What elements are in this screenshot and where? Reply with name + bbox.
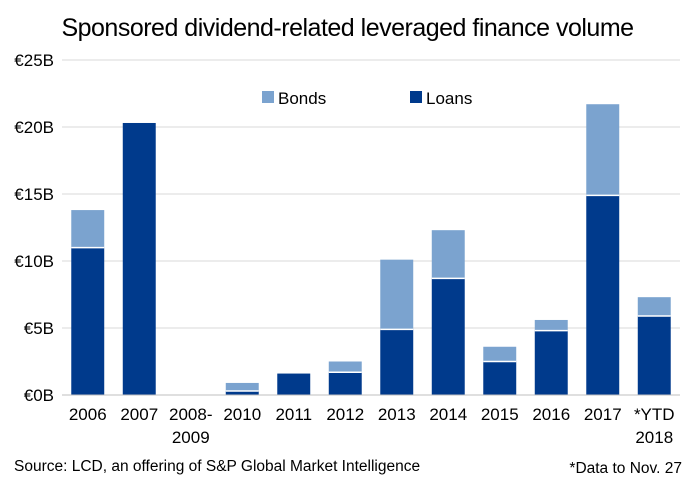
bar-loans <box>637 315 671 395</box>
x-tick-label: 2010 <box>223 405 261 424</box>
x-tick-label: 2007 <box>120 405 158 424</box>
x-tick-label: 2011 <box>275 405 312 424</box>
stacked-bar-chart: €0B €5B €10B €15B €20B €25B 2006 2007 2008- 2009 2… <box>14 51 680 447</box>
bar-bonds <box>71 210 105 248</box>
y-tick-label: €0B <box>24 386 54 405</box>
source-note: Source: LCD, an offering of S&P Global M… <box>14 458 421 475</box>
bar-loans <box>122 122 156 395</box>
bar-loans <box>483 361 517 395</box>
bar-loans <box>277 373 311 395</box>
y-tick-label: €15B <box>14 185 54 204</box>
bar-bonds <box>483 346 517 362</box>
footnote: *Data to Nov. 27 <box>569 460 682 477</box>
chart-title: Sponsored dividend-related leveraged fin… <box>61 14 634 42</box>
x-tick-label: 2018 <box>635 428 673 447</box>
legend-label-bonds: Bonds <box>278 89 326 108</box>
bar-bonds <box>586 104 620 196</box>
x-tick-label: 2009 <box>172 428 210 447</box>
x-tick-label: 2006 <box>69 405 107 424</box>
bar-bonds <box>431 230 465 279</box>
bar-bonds <box>225 382 259 391</box>
bar-loans <box>380 329 414 395</box>
legend-swatch-loans <box>410 91 422 103</box>
x-tick-label: 2014 <box>429 405 467 424</box>
x-tick-label: 2013 <box>378 405 416 424</box>
bar-loans <box>431 278 465 395</box>
bar-bonds <box>328 361 362 373</box>
x-tick-label: 2017 <box>584 405 622 424</box>
y-tick-label: €10B <box>14 252 54 271</box>
bar-bonds <box>534 319 568 331</box>
y-tick-label: €25B <box>14 51 54 70</box>
legend-label-loans: Loans <box>426 89 472 108</box>
x-tick-label: 2012 <box>326 405 364 424</box>
bar-loans <box>71 247 105 395</box>
y-tick-label: €5B <box>24 319 54 338</box>
bar-loans <box>534 330 568 395</box>
x-tick-label: 2008- <box>169 405 212 424</box>
bar-loans <box>586 195 620 395</box>
bar-loans <box>328 372 362 395</box>
y-tick-label: €20B <box>14 118 54 137</box>
bar-loans <box>225 390 259 395</box>
x-tick-label: 2015 <box>481 405 519 424</box>
bar-bonds <box>380 259 414 330</box>
x-tick-label: 2016 <box>532 405 570 424</box>
legend-swatch-bonds <box>262 91 274 103</box>
bar-bonds <box>637 297 671 316</box>
x-tick-label: *YTD <box>634 405 675 424</box>
